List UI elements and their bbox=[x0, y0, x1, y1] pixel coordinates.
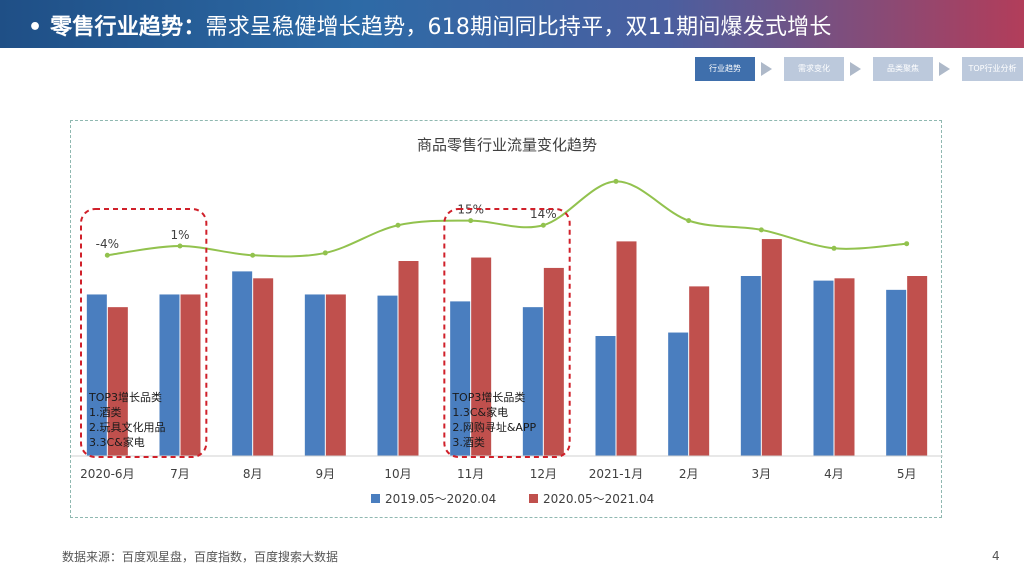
trend-annotation-label: -4% bbox=[96, 237, 119, 251]
trend-point-8 bbox=[686, 218, 692, 224]
chart-title: 商品零售行业流量变化趋势 bbox=[417, 136, 597, 154]
header-banner: • 零售行业趋势：需求呈稳健增长趋势，618期间同比持平，双11期间爆发式增长 bbox=[0, 0, 1024, 48]
trend-point-6 bbox=[540, 222, 546, 228]
bar-series-1-10 bbox=[813, 280, 834, 456]
bar-series-2-3 bbox=[325, 294, 346, 456]
bar-series-2-2 bbox=[253, 278, 274, 456]
trend-point-2 bbox=[250, 252, 256, 258]
callout-item: 3.酒类 bbox=[452, 435, 485, 449]
bar-series-1-0 bbox=[86, 294, 107, 456]
arrow-right-icon bbox=[761, 62, 772, 76]
nav-step-category-focus[interactable]: 品类聚焦 bbox=[873, 57, 933, 81]
bar-series-1-6 bbox=[522, 307, 543, 456]
arrow-right-icon bbox=[939, 62, 950, 76]
x-tick-label: 10月 bbox=[384, 467, 411, 481]
bar-series-1-7 bbox=[595, 336, 616, 456]
bar-series-2-9 bbox=[761, 239, 782, 456]
callout-item: 3.3C&家电 bbox=[89, 435, 145, 449]
x-tick-label: 2020-6月 bbox=[80, 467, 135, 481]
title-bullet: • bbox=[28, 15, 43, 40]
page-title: • 零售行业趋势：需求呈稳健增长趋势，618期间同比持平，双11期间爆发式增长 bbox=[28, 9, 832, 41]
bar-series-1-2 bbox=[232, 271, 253, 456]
trend-point-9 bbox=[758, 227, 764, 233]
x-tick-label: 4月 bbox=[824, 467, 844, 481]
arrow-right-icon bbox=[850, 62, 861, 76]
trend-point-4 bbox=[395, 222, 401, 228]
bar-series-2-5 bbox=[471, 257, 492, 456]
bar-series-2-8 bbox=[689, 286, 710, 456]
callout-box-1 bbox=[80, 208, 208, 458]
bar-series-1-11 bbox=[886, 289, 907, 456]
x-tick-label: 3月 bbox=[752, 467, 772, 481]
x-tick-label: 5月 bbox=[897, 467, 917, 481]
callout-box-2 bbox=[443, 208, 571, 458]
trend-point-10 bbox=[831, 245, 837, 251]
trend-point-1 bbox=[177, 243, 183, 249]
bar-series-1-5 bbox=[450, 301, 471, 456]
bar-series-2-10 bbox=[834, 278, 855, 456]
callout-item: 1.3C&家电 bbox=[452, 405, 508, 419]
bar-series-1-1 bbox=[159, 294, 180, 456]
x-tick-label: 2月 bbox=[679, 467, 699, 481]
nav-step-demand-change[interactable]: 需求变化 bbox=[784, 57, 844, 81]
chart-frame: 商品零售行业流量变化趋势 2020-6月 7月 8月 9月 10月 11月 12月 2021-1… bbox=[70, 120, 943, 518]
trend-annotation-label: 14% bbox=[530, 207, 557, 221]
trend-annotation-label: 1% bbox=[170, 228, 189, 242]
callout-item: 2.玩具文化用品 bbox=[89, 420, 166, 434]
traffic-trend-chart: 商品零售行业流量变化趋势 2020-6月 7月 8月 9月 10月 11月 12月 2021-1… bbox=[71, 136, 943, 506]
nav-step-industry-trend[interactable]: 行业趋势 bbox=[695, 57, 755, 81]
bar-series-1-4 bbox=[377, 295, 398, 456]
x-tick-label: 12月 bbox=[530, 467, 557, 481]
callout-title: TOP3增长品类 bbox=[88, 390, 162, 404]
callout-title: TOP3增长品类 bbox=[451, 390, 525, 404]
page-number: 4 bbox=[992, 549, 1000, 563]
x-tick-label: 7月 bbox=[170, 467, 190, 481]
trend-point-11 bbox=[904, 241, 910, 247]
title-bold: 零售行业趋势： bbox=[50, 15, 206, 40]
callout-item: 1.酒类 bbox=[89, 405, 122, 419]
legend-swatch-1 bbox=[371, 494, 380, 503]
data-source-note: 数据来源：百度观星盘，百度指数，百度搜索大数据 bbox=[62, 550, 339, 564]
trend-point-7 bbox=[613, 178, 619, 184]
bar-series-1-3 bbox=[304, 294, 325, 456]
bar-series-1-9 bbox=[740, 276, 761, 456]
bar-series-2-4 bbox=[398, 261, 419, 456]
x-tick-label: 2021-1月 bbox=[589, 467, 644, 481]
legend-label-1: 2019.05～2020.04 bbox=[385, 492, 496, 506]
bar-series-2-11 bbox=[907, 276, 928, 456]
bar-series-2-7 bbox=[616, 241, 637, 456]
trend-point-5 bbox=[468, 218, 474, 224]
bar-series-1-8 bbox=[668, 332, 689, 456]
bar-series-2-0 bbox=[107, 307, 128, 456]
title-rest: 需求呈稳健增长趋势，618期间同比持平，双11期间爆发式增长 bbox=[205, 15, 832, 40]
callout-item: 2.网购寻址&APP bbox=[452, 420, 536, 434]
trend-line bbox=[107, 180, 907, 258]
x-tick-label: 8月 bbox=[243, 467, 263, 481]
bar-series-2-1 bbox=[180, 294, 201, 456]
x-tick-label: 9月 bbox=[316, 467, 336, 481]
legend-label-2: 2020.05～2021.04 bbox=[543, 492, 654, 506]
legend-swatch-2 bbox=[529, 494, 538, 503]
nav-step-top-industry[interactable]: TOP行业分析 bbox=[962, 57, 1023, 81]
trend-point-0 bbox=[104, 252, 110, 258]
bar-series-2-6 bbox=[543, 267, 564, 456]
x-tick-label: 11月 bbox=[457, 467, 484, 481]
trend-point-3 bbox=[322, 250, 328, 256]
